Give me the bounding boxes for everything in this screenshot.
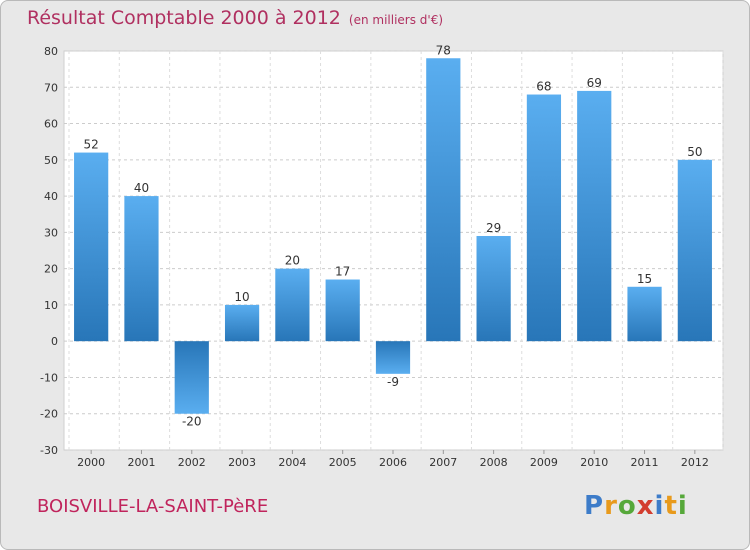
bar-value-label: 29: [486, 221, 501, 235]
bar-2006: [375, 341, 411, 374]
chart-title-text: Résultat Comptable 2000 à 2012: [27, 7, 341, 29]
x-tick-label: 2009: [530, 456, 558, 469]
chart-subtitle: (en milliers d'€): [348, 13, 444, 27]
bar-2011: [627, 286, 662, 342]
bar-value-label: -20: [182, 415, 202, 429]
bar-value-label: 78: [436, 43, 451, 57]
y-tick-label: -30: [40, 444, 58, 457]
bar-value-label: 20: [285, 254, 300, 268]
bar-value-label: 40: [134, 181, 149, 195]
bar-2012: [677, 159, 712, 342]
x-tick-label: 2002: [178, 456, 206, 469]
bar-2001: [124, 196, 159, 342]
x-tick-label: 2011: [631, 456, 659, 469]
bar-value-label: -9: [387, 375, 399, 389]
bar-2009: [526, 94, 562, 342]
bar-value-label: 50: [687, 145, 702, 159]
bar-2010: [577, 90, 612, 342]
y-tick-label: 30: [44, 226, 58, 239]
bar-2000: [74, 152, 109, 342]
bar-value-label: 68: [536, 80, 551, 94]
y-tick-label: 40: [44, 190, 58, 203]
x-tick-label: 2003: [228, 456, 256, 469]
bar-2004: [275, 268, 310, 342]
proxiti-logo[interactable]: Proxiti: [584, 491, 688, 521]
plot-area: [63, 50, 724, 451]
y-tick-label: 0: [51, 335, 58, 348]
bar-layer: 52 40 -20 10 20 17 -9 78 29 68 69 15 50: [74, 43, 712, 429]
bar-2005: [325, 279, 360, 342]
bar-value-label: 69: [587, 76, 602, 90]
x-tick-label: 2008: [480, 456, 508, 469]
grid-layer: [64, 50, 724, 451]
bar-2007: [426, 58, 461, 342]
y-tick-label: 20: [44, 263, 58, 276]
x-tick-label: 2004: [278, 456, 306, 469]
y-tick-label: -10: [40, 371, 58, 384]
bar-value-label: 17: [335, 265, 350, 279]
x-tick-label: 2000: [77, 456, 105, 469]
bar-2003: [224, 304, 260, 342]
bar-value-label: 52: [84, 138, 99, 152]
commune-name: BOISVILLE-LA-SAINT-PèRE: [37, 496, 269, 517]
y-tick-label: 50: [44, 154, 58, 167]
x-tick-label: 2006: [379, 456, 407, 469]
x-tick-label: 2007: [429, 456, 457, 469]
y-tick-label: 60: [44, 118, 58, 131]
y-tick-label: -20: [40, 408, 58, 421]
y-tick-label: 10: [44, 299, 58, 312]
x-tick-label: 2001: [127, 456, 155, 469]
bar-2008: [476, 235, 511, 342]
chart-title: Résultat Comptable 2000 à 2012 (en millie…: [27, 7, 443, 29]
y-tick-label: 80: [44, 45, 58, 58]
x-tick-label: 2010: [580, 456, 608, 469]
x-tick-label: 2005: [329, 456, 357, 469]
bar-2002: [174, 341, 209, 414]
x-tick-label: 2012: [681, 456, 709, 469]
bar-value-label: 10: [234, 290, 249, 304]
bar-value-label: 15: [637, 272, 652, 286]
y-tick-label: 70: [44, 81, 58, 94]
